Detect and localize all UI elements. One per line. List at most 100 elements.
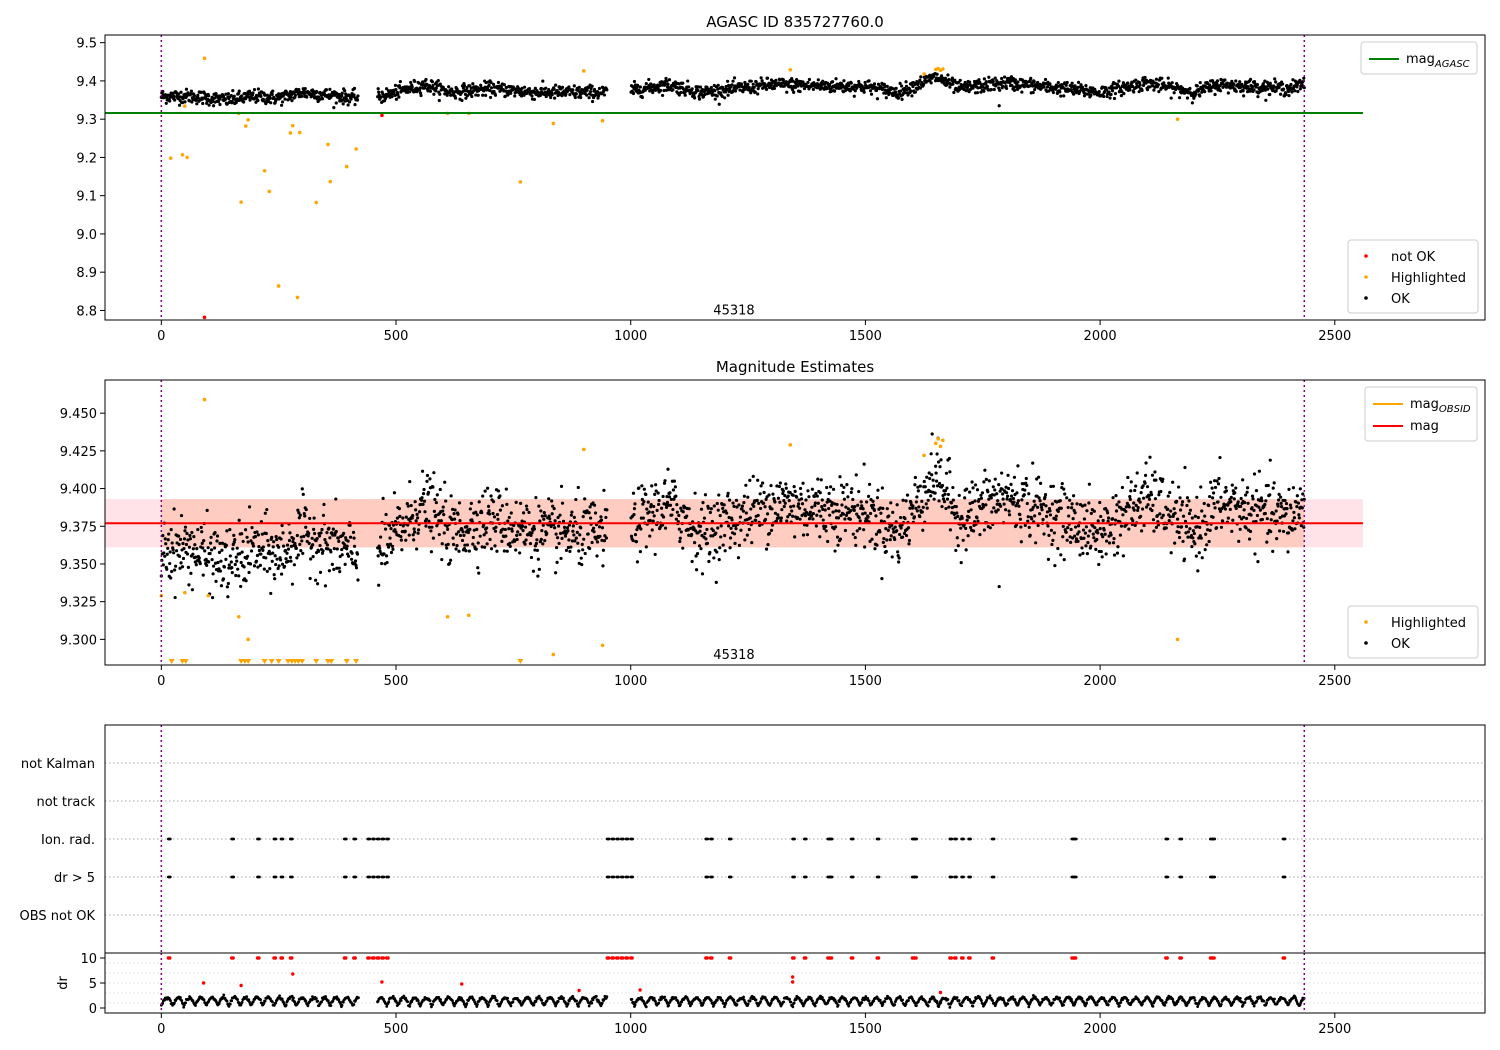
ok-point	[1082, 517, 1087, 521]
ok-point	[1038, 499, 1042, 503]
ok-point	[543, 514, 547, 518]
ok-point	[250, 526, 254, 530]
ok-point	[1185, 96, 1190, 100]
ok-point	[798, 89, 802, 94]
ok-point	[982, 528, 986, 532]
ok-point	[1154, 525, 1159, 529]
ok-point	[1003, 75, 1007, 79]
ok-point	[589, 89, 593, 94]
ok-point	[483, 545, 487, 549]
ok-point	[704, 537, 708, 541]
ok-point	[400, 548, 404, 552]
ok-point	[1166, 494, 1170, 498]
ok-point	[187, 583, 191, 587]
ok-point	[1031, 90, 1035, 95]
y-tick-label: 9.325	[60, 596, 97, 611]
flag-point	[382, 837, 386, 841]
ok-point	[1051, 484, 1055, 488]
ok-point	[230, 566, 234, 570]
ok-point	[1277, 498, 1281, 502]
ok-point	[904, 499, 908, 503]
ok-point	[552, 506, 556, 511]
ok-point	[830, 503, 834, 507]
ok-point	[965, 487, 969, 491]
ok-point	[1192, 531, 1196, 536]
ok-point	[431, 485, 435, 489]
ok-point	[330, 562, 334, 566]
ok-point	[225, 585, 229, 589]
ok-point	[1253, 552, 1257, 556]
ok-point	[641, 516, 645, 520]
ok-point	[898, 81, 902, 86]
ok-point	[569, 513, 573, 517]
ok-point	[971, 529, 976, 533]
ok-point	[1279, 92, 1283, 96]
ok-point	[774, 519, 779, 523]
ok-point	[1152, 529, 1156, 533]
ok-point	[537, 567, 541, 571]
ok-point	[1002, 502, 1006, 506]
ok-point	[718, 546, 722, 550]
ok-point	[1213, 506, 1217, 510]
ok-point	[288, 531, 292, 535]
ok-point	[1095, 537, 1099, 542]
ok-point	[303, 514, 307, 518]
ok-point	[645, 507, 649, 511]
y-tick-label: 9.0	[76, 228, 97, 243]
ok-point	[853, 504, 857, 509]
ok-point	[1116, 84, 1121, 88]
ok-point	[908, 506, 912, 510]
ok-point	[807, 77, 812, 82]
ok-point	[674, 494, 678, 498]
ok-point	[631, 538, 635, 543]
ok-point	[1001, 492, 1005, 496]
ok-point	[182, 537, 187, 541]
ok-point	[1182, 557, 1187, 561]
ok-point	[535, 538, 539, 542]
ok-point	[1197, 536, 1201, 540]
ok-point	[747, 86, 751, 90]
ok-point	[415, 547, 419, 551]
ok-point	[304, 507, 308, 512]
ok-point	[1102, 528, 1106, 532]
ok-point	[281, 544, 286, 548]
ok-point	[347, 100, 352, 104]
ok-point	[831, 487, 836, 491]
ok-point	[277, 545, 281, 549]
highlighted-point	[344, 164, 349, 169]
ok-point	[923, 485, 927, 489]
ok-point	[934, 471, 938, 475]
ok-point	[968, 80, 972, 84]
ok-point	[1208, 494, 1212, 499]
ok-point	[433, 497, 437, 502]
ok-point	[513, 539, 517, 543]
ok-point	[709, 507, 713, 511]
ok-point	[1068, 498, 1072, 502]
ok-point	[1214, 526, 1219, 530]
ok-point	[951, 485, 955, 490]
ok-point	[325, 543, 330, 547]
ok-point	[1271, 486, 1275, 490]
ok-point	[734, 498, 739, 502]
flag-point	[955, 875, 958, 879]
ok-point	[177, 554, 182, 558]
ok-point	[1226, 503, 1230, 507]
ok-point	[761, 501, 766, 505]
ok-point	[296, 553, 300, 557]
ok-point	[502, 83, 506, 87]
ok-point	[918, 514, 922, 519]
ok-point	[273, 577, 277, 581]
ok-point	[679, 530, 683, 534]
ok-point	[727, 524, 731, 528]
ok-point	[1101, 518, 1105, 523]
ok-point	[318, 543, 322, 548]
ok-point	[434, 500, 438, 505]
ok-point	[232, 533, 236, 538]
ok-point	[835, 502, 839, 507]
ok-point	[513, 94, 517, 98]
ok-point	[1200, 556, 1204, 560]
ok-point	[649, 502, 653, 507]
x-tick-label: 500	[384, 674, 409, 689]
ok-point	[1141, 484, 1145, 488]
y-tick-label: 9.3	[76, 113, 97, 128]
